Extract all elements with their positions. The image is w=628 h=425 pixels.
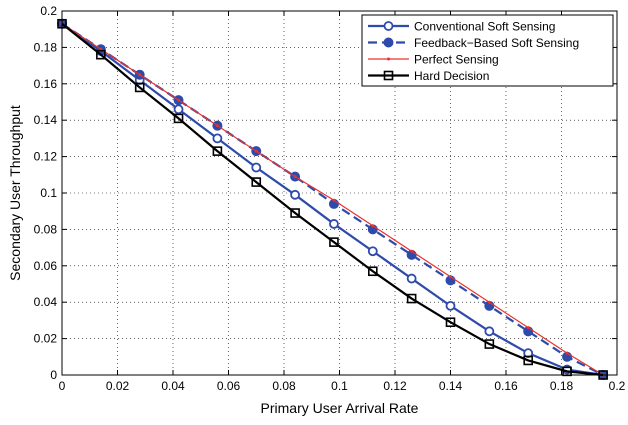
y-tick-label: 0.12 xyxy=(34,150,58,164)
series-point xyxy=(290,189,301,200)
series-layer xyxy=(57,18,609,380)
series-point xyxy=(484,339,495,349)
series-point xyxy=(445,317,456,328)
legend-item: Feedback−Based Soft Sensing xyxy=(368,36,579,50)
y-tick-label: 0.16 xyxy=(34,77,58,91)
series-point xyxy=(445,300,456,311)
series-point xyxy=(251,177,262,187)
y-tick-label: 0.2 xyxy=(40,4,57,18)
x-tick-label: 0 xyxy=(59,379,66,393)
series-point xyxy=(212,146,223,156)
y-tick-label: 0 xyxy=(50,368,57,382)
x-tick-label: 0.18 xyxy=(550,379,574,393)
legend-marker xyxy=(383,70,394,81)
y-tick-label: 0.06 xyxy=(34,259,58,273)
series-1 xyxy=(57,18,609,380)
x-tick-label: 0.14 xyxy=(439,379,463,393)
y-tick-label: 0.02 xyxy=(34,332,58,346)
x-tick-label: 0.12 xyxy=(383,379,407,393)
y-tick-label: 0.04 xyxy=(34,295,58,309)
legend-label: Conventional Soft Sensing xyxy=(414,20,555,34)
series-point xyxy=(410,249,414,253)
series-point xyxy=(138,73,142,77)
x-tick-label: 0.04 xyxy=(161,379,185,393)
y-tick-label: 0.1 xyxy=(40,186,57,200)
legend-item: Hard Decision xyxy=(368,69,489,83)
series-point xyxy=(212,133,223,144)
series-line xyxy=(61,22,604,377)
series-point xyxy=(254,149,258,153)
series-point xyxy=(487,300,491,304)
x-axis-label: Primary User Arrival Rate xyxy=(261,400,419,416)
series-point xyxy=(177,98,181,102)
x-tick-label: 0.08 xyxy=(272,379,296,393)
y-tick-label: 0.18 xyxy=(34,40,58,54)
series-point xyxy=(484,326,495,337)
series-point xyxy=(565,351,569,355)
legend-marker xyxy=(383,21,394,31)
x-tick-label: 0.06 xyxy=(217,379,241,393)
series-point xyxy=(329,219,339,229)
series-point xyxy=(251,162,262,173)
legend-marker xyxy=(383,37,394,48)
legend-label: Feedback−Based Soft Sensing xyxy=(414,36,579,50)
series-point xyxy=(329,237,339,247)
legend-item: Perfect Sensing xyxy=(368,53,499,67)
series-point xyxy=(332,198,336,202)
legend-marker xyxy=(387,57,390,61)
series-point xyxy=(371,224,375,228)
series-point xyxy=(134,82,145,93)
y-tick-label: 0.08 xyxy=(34,222,58,236)
x-tick-label: 0.16 xyxy=(494,379,518,393)
series-point xyxy=(173,113,184,124)
series-2 xyxy=(60,22,605,377)
series-point xyxy=(173,104,184,115)
legend-label: Perfect Sensing xyxy=(414,53,499,67)
x-tick-label: 0.02 xyxy=(106,379,130,393)
series-point xyxy=(367,266,378,277)
y-tick-label: 0.14 xyxy=(34,113,58,127)
y-axis-label: Secondary User Throughput xyxy=(7,105,23,281)
series-point xyxy=(526,326,530,330)
x-tick-label: 0.2 xyxy=(609,379,626,393)
legend-label: Hard Decision xyxy=(414,69,489,83)
series-point xyxy=(293,175,297,179)
series-point xyxy=(290,208,300,218)
legend: Conventional Soft Sensing Feedback−Based … xyxy=(361,14,614,87)
x-tick-label: 0.1 xyxy=(331,379,348,393)
series-point xyxy=(215,124,219,128)
series-point xyxy=(406,273,417,284)
series-point xyxy=(406,293,417,304)
series-point xyxy=(449,275,452,279)
series-point xyxy=(96,49,106,60)
series-point xyxy=(367,246,378,257)
tick-layer: 0 0.02 0.04 0.06 0.08 0.1 0.12 0.14 0.16 0.18 0.2 0… xyxy=(34,4,626,393)
series-point xyxy=(523,355,534,366)
legend-item: Conventional Soft Sensing xyxy=(368,20,555,34)
